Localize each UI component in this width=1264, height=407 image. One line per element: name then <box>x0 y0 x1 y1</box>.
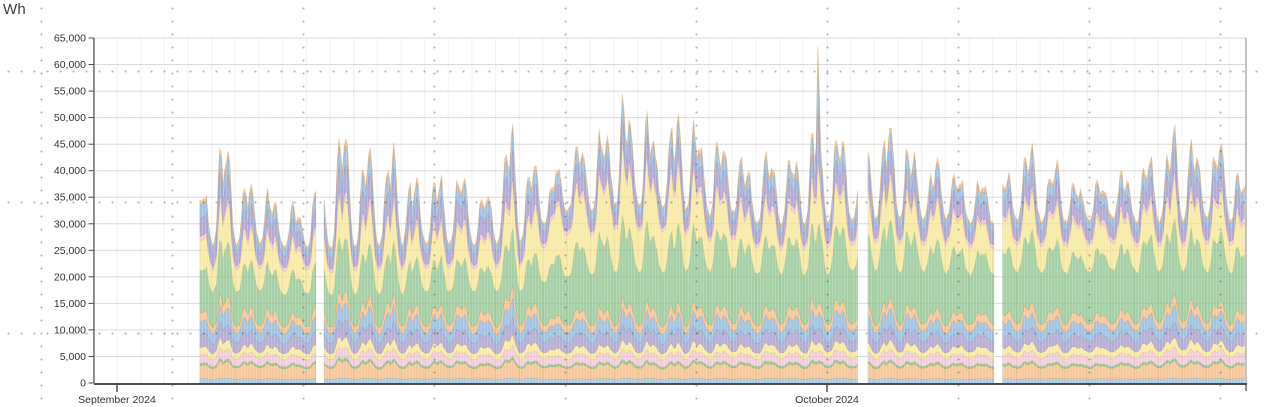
y-tick-label: 0 <box>80 378 86 390</box>
area-band-13-blue <box>199 62 1245 259</box>
x-tick-label: September 2024 <box>78 394 156 406</box>
y-tick-label: 30,000 <box>54 218 86 230</box>
area-band-09-green <box>199 214 1245 329</box>
y-tick-label: 35,000 <box>54 192 86 204</box>
y-tick-label: 65,000 <box>54 33 86 45</box>
axes <box>93 38 1247 385</box>
y-tick-label: 60,000 <box>54 59 86 71</box>
area-band-07-blue <box>199 297 1245 345</box>
area-band-02-orange <box>199 359 1245 380</box>
area-band-03-green <box>199 356 1245 370</box>
y-tick-label: 15,000 <box>54 298 86 310</box>
area-band-11-pink <box>199 140 1245 274</box>
y-tick-label: 45,000 <box>54 139 86 151</box>
area-band-05-yellow <box>199 334 1245 361</box>
area-band-04-pink <box>199 345 1245 368</box>
y-tick-label: 10,000 <box>54 324 86 336</box>
area-band-10-yellow <box>199 146 1245 297</box>
y-axis-ticks: 0 5,000 10,000 15,000 20,000 25,000 30,000 35,0… <box>54 33 94 390</box>
y-axis-unit-label: Wh <box>3 1 26 18</box>
y-tick-label: 50,000 <box>54 112 86 124</box>
y-tick-label: 25,000 <box>54 245 86 257</box>
x-axis-ticks: September 2024 October 2024 <box>78 385 1247 406</box>
area-band-06-purple <box>199 317 1245 355</box>
y-tick-label: 40,000 <box>54 165 86 177</box>
y-tick-label: 55,000 <box>54 86 86 98</box>
stacked-series-areas <box>199 45 1245 384</box>
y-tick-label: 20,000 <box>54 271 86 283</box>
area-band-12-purple <box>199 106 1245 270</box>
day-gridlines <box>94 37 1246 383</box>
x-tick-label: October 2024 <box>795 394 859 406</box>
y-tick-label: 5,000 <box>60 351 86 363</box>
area-band-08-orange <box>199 284 1245 336</box>
area-band-14-orange <box>199 45 1245 250</box>
